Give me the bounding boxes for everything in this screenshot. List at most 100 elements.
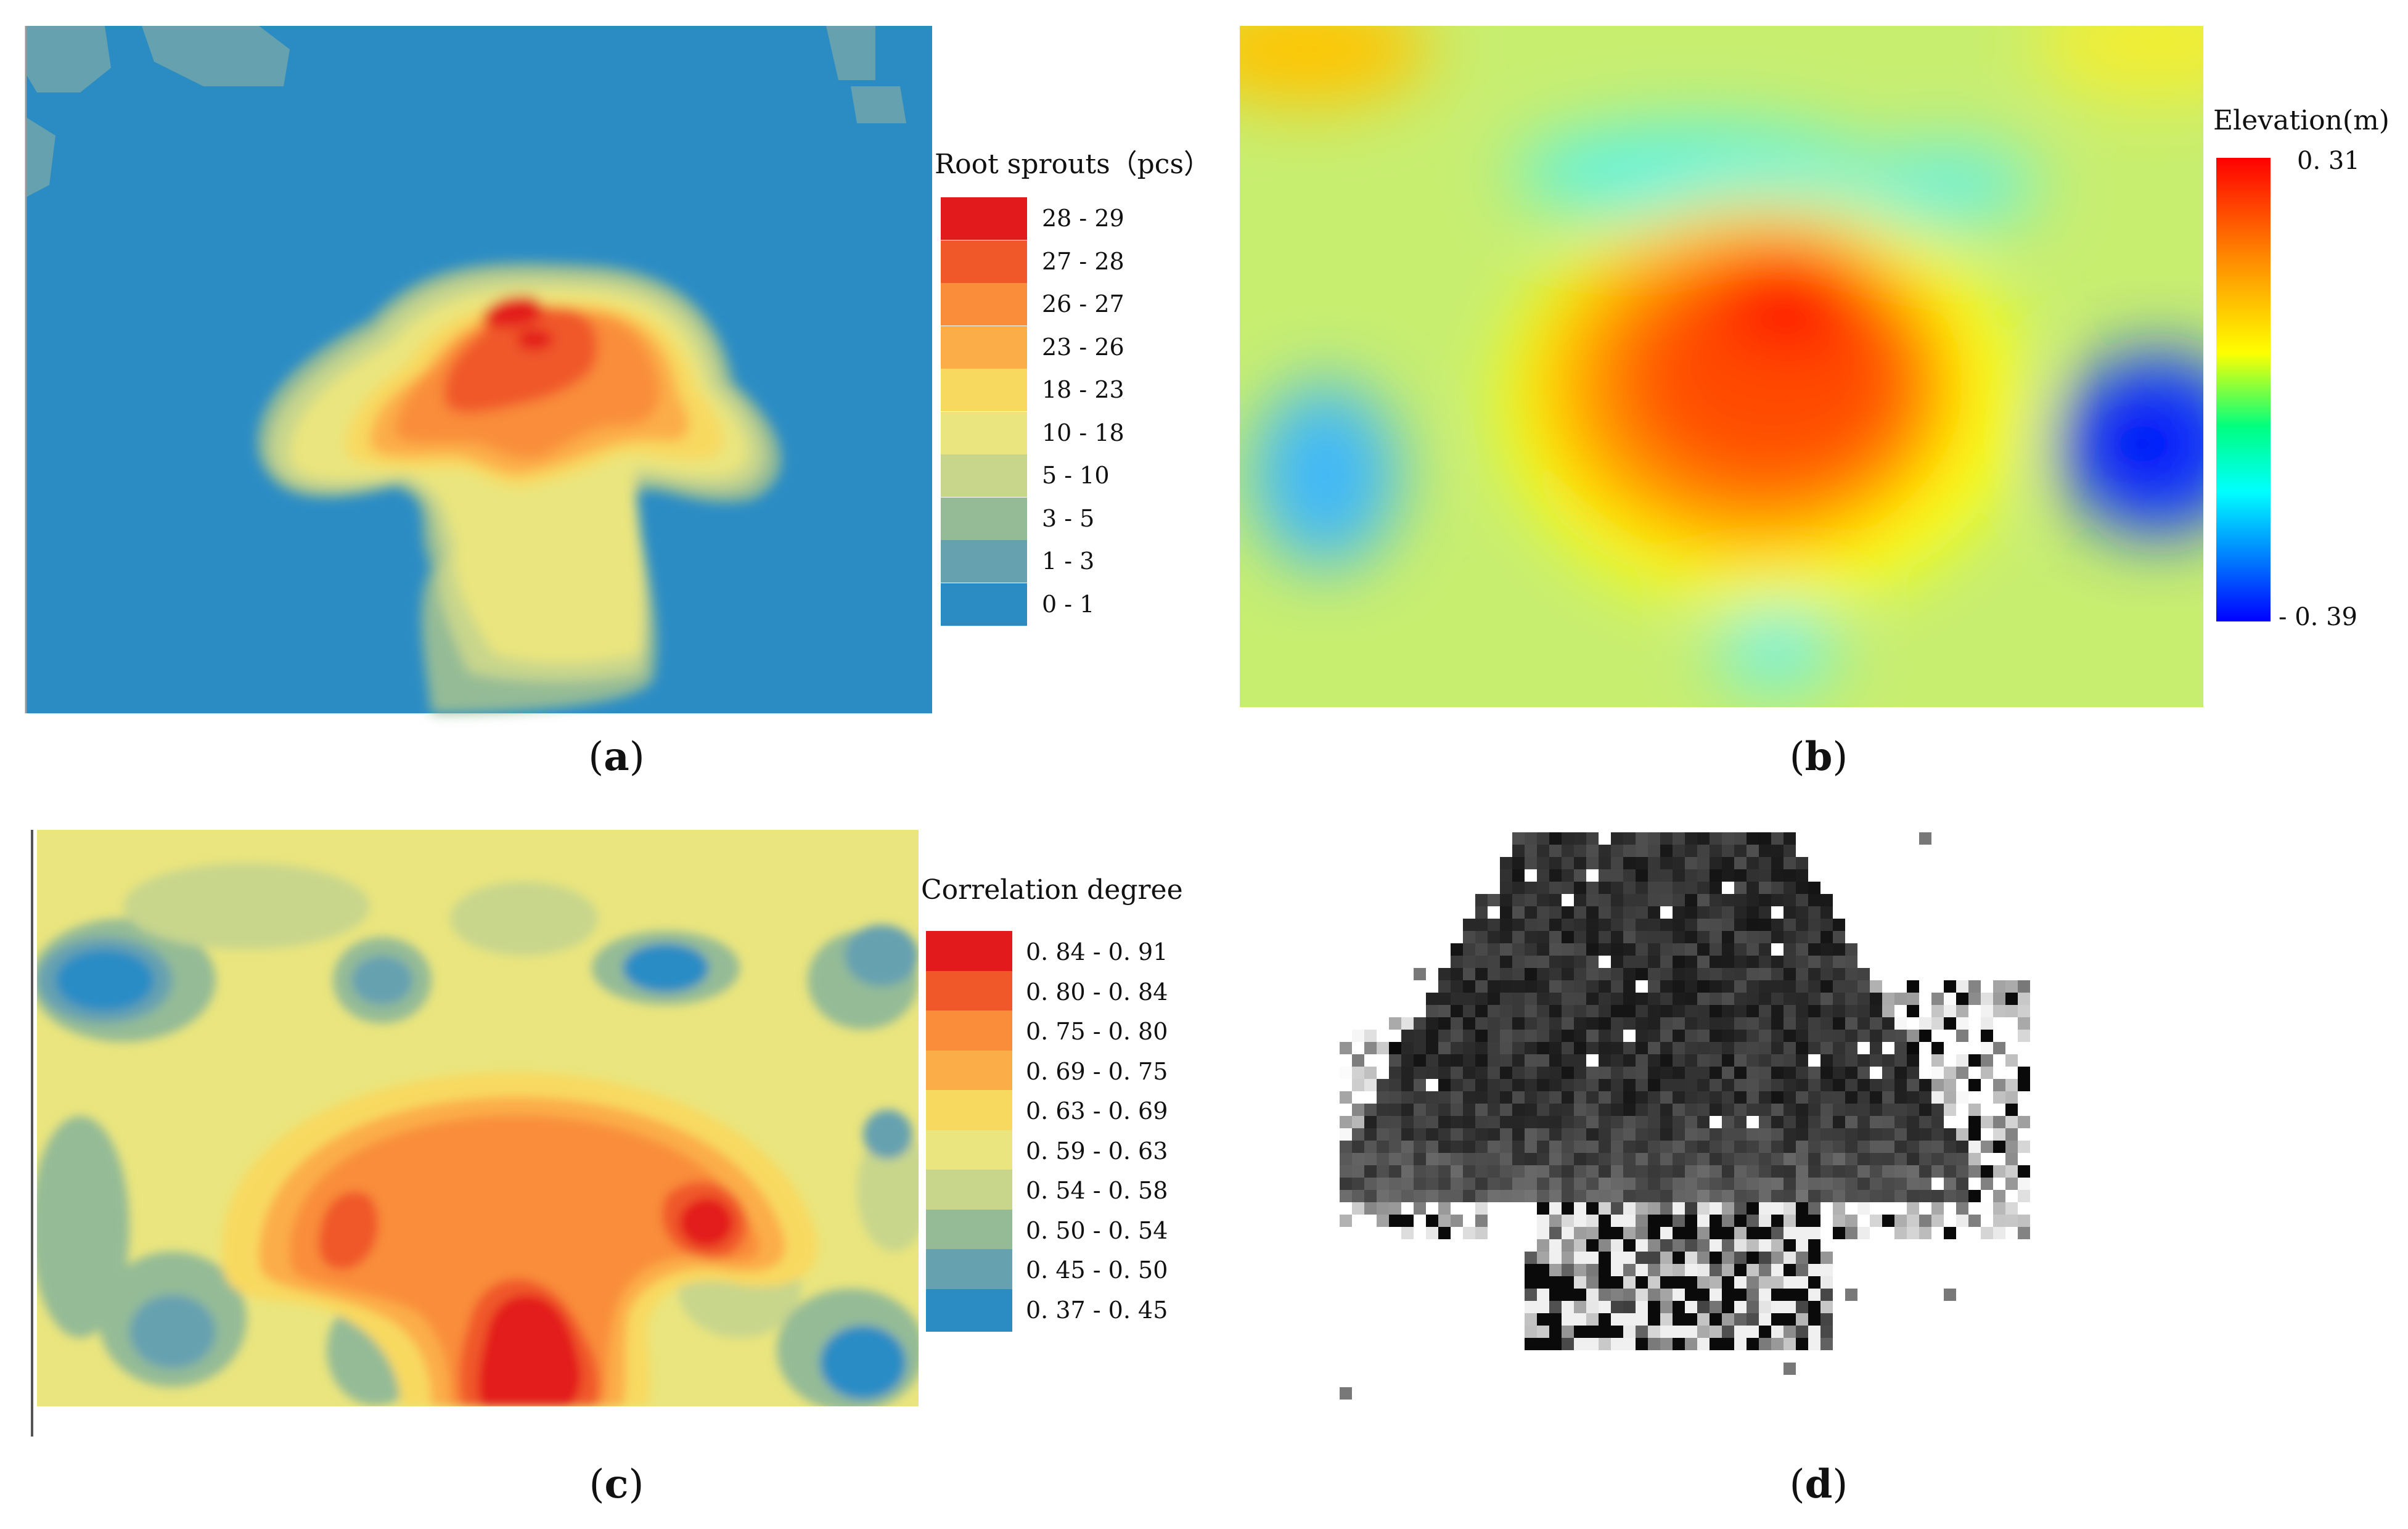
pixel-cell: [1685, 857, 1697, 869]
pixel-cell: [1808, 1301, 1820, 1313]
pixel-cell: [1611, 869, 1623, 882]
pixel-cell: [1820, 1128, 1833, 1141]
pixel-cell: [1722, 919, 1734, 931]
pixel-cell: [1574, 956, 1586, 968]
pixel-cell: [1673, 968, 1685, 980]
pixel-cell: [1500, 1165, 1512, 1178]
pixel-cell: [1562, 919, 1574, 931]
pixel-cell: [1783, 993, 1796, 1005]
pixel-cell: [1488, 1190, 1500, 1202]
pixel-cell: [1993, 993, 2005, 1005]
pixel-cell: [1833, 980, 1845, 993]
pixel-cell: [1734, 1202, 1747, 1215]
pixel-cell: [1586, 1301, 1599, 1313]
pixel-cell: [1549, 1141, 1562, 1153]
pixel-cell: [1722, 1141, 1734, 1153]
pixel-cell: [1586, 1141, 1599, 1153]
pixel-cell: [1783, 1264, 1796, 1276]
pixel-cell: [1623, 943, 1636, 956]
pixel-cell: [1562, 1005, 1574, 1017]
pixel-cell: [1808, 1091, 1820, 1104]
pixel-cell: [1808, 1054, 1820, 1067]
pixel-cell: [1783, 1276, 1796, 1289]
pixel-cell: [1488, 1116, 1500, 1128]
pixel-cell: [1426, 1079, 1438, 1091]
pixel-cell: [1673, 931, 1685, 943]
pixel-cell: [1747, 1178, 1759, 1190]
pixel-cell: [1808, 993, 1820, 1005]
pixel-cell: [1389, 1042, 1401, 1054]
pixel-cell: [1759, 1338, 1771, 1350]
pixel-cell: [1956, 1067, 1968, 1079]
pixel-cell: [1993, 1190, 2005, 1202]
pixel-cell: [1648, 1326, 1660, 1338]
pixel-cell: [1611, 1190, 1623, 1202]
pixel-cell: [2018, 1005, 2030, 1017]
pixel-cell: [1722, 931, 1734, 943]
pixel-cell: [1562, 943, 1574, 956]
pixel-cell: [1870, 1141, 1882, 1153]
pixel-cell: [1981, 1005, 1993, 1017]
pixel-cell: [1722, 1128, 1734, 1141]
pixel-cell: [1340, 1165, 1352, 1178]
pixel-cell: [1759, 1190, 1771, 1202]
pixel-cell: [1401, 1054, 1414, 1067]
pixel-cell: [1574, 1326, 1586, 1338]
pixel-cell: [1611, 1141, 1623, 1153]
pixel-cell: [1771, 1326, 1783, 1338]
pixel-cell: [1759, 882, 1771, 894]
pixel-cell: [1981, 1030, 1993, 1042]
pixel-cell: [1722, 1165, 1734, 1178]
pixel-cell: [1734, 1091, 1747, 1104]
pixel-cell: [1389, 1215, 1401, 1227]
pixel-cell: [1820, 943, 1833, 956]
pixel-cell: [1771, 919, 1783, 931]
pixel-cell: [1759, 1141, 1771, 1153]
pixel-cell: [1907, 1030, 1919, 1042]
pixel-cell: [1808, 1264, 1820, 1276]
pixel-cell: [1685, 1116, 1697, 1128]
pixel-cell: [1833, 968, 1845, 980]
pixel-cell: [1623, 1005, 1636, 1017]
pixel-cell: [1648, 1289, 1660, 1301]
pixel-cell: [1820, 1326, 1833, 1338]
pixel-cell: [1685, 1178, 1697, 1190]
pixel-cell: [1660, 1252, 1673, 1264]
pixel-cell: [1673, 1005, 1685, 1017]
pixel-cell: [1697, 1202, 1710, 1215]
pixel-cell: [1710, 832, 1722, 845]
pixel-cell: [1574, 968, 1586, 980]
pixel-cell: [1833, 1215, 1845, 1227]
pixel-cell: [1660, 845, 1673, 857]
pixel-cell: [1377, 1202, 1389, 1215]
pixel-cell: [1562, 1128, 1574, 1141]
pixel-cell: [1525, 1005, 1537, 1017]
pixel-cell: [1648, 943, 1660, 956]
pixel-cell: [1845, 956, 1857, 968]
pixel-cell: [1648, 980, 1660, 993]
pixel-cell: [1500, 1030, 1512, 1042]
pixel-cell: [1623, 1227, 1636, 1239]
pixel-cell: [1562, 1313, 1574, 1326]
pixel-cell: [1759, 956, 1771, 968]
pixel-cell: [1956, 1215, 1968, 1227]
pixel-cell: [1488, 894, 1500, 906]
pixel-cell: [1722, 882, 1734, 894]
pixel-cell: [1438, 1091, 1451, 1104]
pixel-cell: [1352, 1190, 1364, 1202]
pixel-cell: [1586, 943, 1599, 956]
pixel-cell: [1599, 1276, 1611, 1289]
pixel-cell: [1426, 1104, 1438, 1116]
pixel-cell: [2018, 1067, 2030, 1079]
pixel-cell: [1525, 1190, 1537, 1202]
pixel-cell: [1451, 1141, 1463, 1153]
pixel-cell: [1956, 1165, 1968, 1178]
pixel-cell: [1389, 1153, 1401, 1165]
pixel-cell: [1796, 894, 1808, 906]
pixel-cell: [1636, 1165, 1648, 1178]
pixel-cell: [1808, 1289, 1820, 1301]
pixel-cell: [1377, 1153, 1389, 1165]
pixel-cell: [1438, 1104, 1451, 1116]
pixel-cell: [1414, 1030, 1426, 1042]
pixel-cell: [1808, 943, 1820, 956]
